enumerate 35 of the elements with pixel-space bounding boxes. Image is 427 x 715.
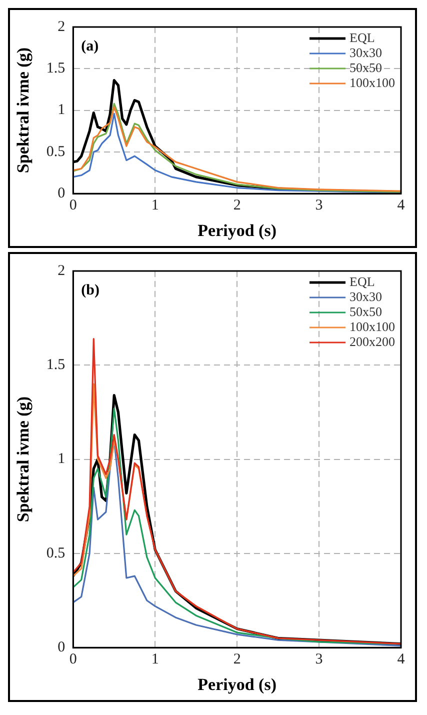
legend-label: 50x50 bbox=[350, 60, 382, 75]
y-tick-label: 1 bbox=[58, 451, 66, 468]
x-tick-label: 3 bbox=[315, 198, 323, 214]
legend-label: 100x100 bbox=[350, 318, 395, 334]
legend-label: EQL bbox=[350, 30, 375, 45]
x-axis-title: Periyod (s) bbox=[198, 221, 276, 240]
y-tick-label: 0.5 bbox=[46, 144, 66, 160]
annotation: (a) bbox=[81, 38, 99, 54]
y-tick-label: 0.5 bbox=[46, 545, 66, 562]
legend-label: 200x200 bbox=[350, 334, 395, 349]
y-axis-title: Spektral ivme (g) bbox=[14, 48, 33, 174]
x-tick-label: 1 bbox=[151, 198, 159, 214]
legend-label: 100x100 bbox=[350, 74, 395, 90]
x-axis-title: Periyod (s) bbox=[198, 675, 276, 694]
x-tick-label: 4 bbox=[397, 652, 406, 668]
y-tick-label: 0 bbox=[58, 186, 66, 202]
y-tick-label: 2 bbox=[58, 262, 66, 279]
y-tick-label: 0 bbox=[58, 640, 66, 656]
y-tick-label: 1.5 bbox=[46, 357, 66, 374]
x-tick-label: 4 bbox=[397, 198, 406, 214]
x-tick-label: 0 bbox=[69, 198, 77, 214]
y-tick-label: 1.5 bbox=[46, 60, 66, 77]
legend-label: 50x50 bbox=[350, 304, 382, 319]
x-tick-label: 3 bbox=[315, 652, 323, 668]
y-tick-label: 1 bbox=[58, 102, 66, 118]
legend-label: 30x30 bbox=[350, 288, 382, 304]
x-tick-label: 2 bbox=[233, 198, 241, 214]
legend-label: EQL bbox=[350, 274, 375, 289]
x-tick-label: 0 bbox=[69, 652, 77, 668]
x-tick-label: 1 bbox=[151, 652, 159, 668]
y-axis-title: Spektral ivme (g) bbox=[14, 396, 33, 522]
x-tick-label: 2 bbox=[233, 652, 241, 668]
annotation: (b) bbox=[81, 282, 100, 298]
y-tick-label: 2 bbox=[58, 18, 66, 35]
legend-label: 30x30 bbox=[350, 44, 382, 60]
